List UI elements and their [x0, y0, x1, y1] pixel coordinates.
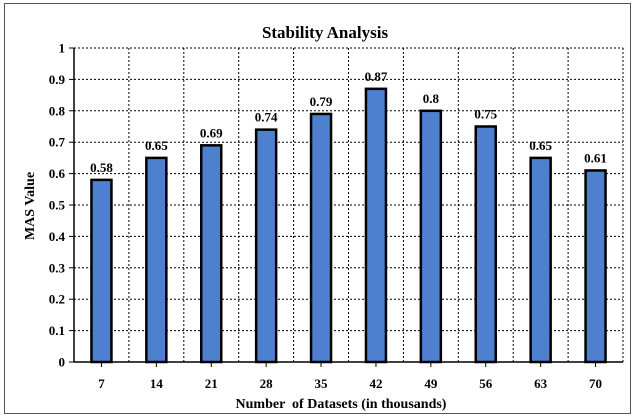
y-tick-label: 0.2 — [49, 292, 65, 307]
bar-14 — [145, 156, 168, 364]
data-label-49: 0.8 — [423, 91, 440, 106]
bar-7 — [90, 178, 113, 364]
bar-42 — [364, 87, 388, 364]
bars — [90, 87, 607, 364]
y-tick-label: 0.4 — [49, 229, 66, 244]
bar-49 — [419, 109, 443, 364]
bar-56 — [474, 125, 497, 364]
y-axis-label: MAS Value — [23, 172, 38, 240]
data-label-56: 0.75 — [474, 107, 497, 122]
data-label-35: 0.79 — [310, 94, 333, 109]
y-tick-label: 0.9 — [49, 72, 66, 87]
x-tick-label-63: 63 — [534, 376, 548, 391]
x-tick-label-21: 21 — [205, 376, 218, 391]
x-tick-label-70: 70 — [589, 376, 602, 391]
y-tick-label: 0.6 — [49, 166, 66, 181]
x-tick-label-42: 42 — [369, 376, 382, 391]
data-label-7: 0.58 — [90, 160, 113, 175]
y-tick-label: 1 — [59, 41, 66, 56]
data-label-42: 0.87 — [365, 69, 388, 84]
x-tick-label-28: 28 — [260, 376, 274, 391]
bar-63 — [529, 156, 552, 364]
x-axis-label: Number of Datasets (in thousands) — [236, 397, 447, 412]
data-label-63: 0.65 — [529, 138, 552, 153]
data-label-14: 0.65 — [145, 138, 168, 153]
bar-21 — [200, 144, 223, 364]
y-tick-label: 0.7 — [49, 135, 66, 150]
x-tick-label-7: 7 — [98, 376, 105, 391]
x-tick-label-14: 14 — [150, 376, 164, 391]
data-label-21: 0.69 — [200, 125, 223, 140]
y-tick-label: 0.5 — [49, 198, 66, 213]
chart-title: Stability Analysis — [262, 23, 389, 42]
y-tick-label: 0.1 — [49, 323, 65, 338]
y-tick-label: 0.8 — [49, 103, 66, 118]
data-label-70: 0.61 — [584, 150, 607, 165]
x-tick-label-49: 49 — [424, 376, 438, 391]
data-labels: 0.58 0.65 0.69 0.74 0.79 0.87 0.8 0.75 0.65 0.61 — [90, 69, 607, 175]
axes: 0 0.1 0.2 0.3 0.4 0.5 0.6 0.7 0.8 0.9 1 7 14 21 28 35 42… — [49, 41, 623, 391]
bar-70 — [584, 169, 607, 364]
x-tick-label-56: 56 — [479, 376, 493, 391]
bar-35 — [309, 112, 333, 364]
bar-28 — [254, 128, 278, 364]
y-tick-label: 0.3 — [49, 260, 66, 275]
y-tick-label: 0 — [59, 355, 66, 370]
x-tick-label-35: 35 — [315, 376, 329, 391]
data-label-28: 0.74 — [255, 110, 278, 125]
